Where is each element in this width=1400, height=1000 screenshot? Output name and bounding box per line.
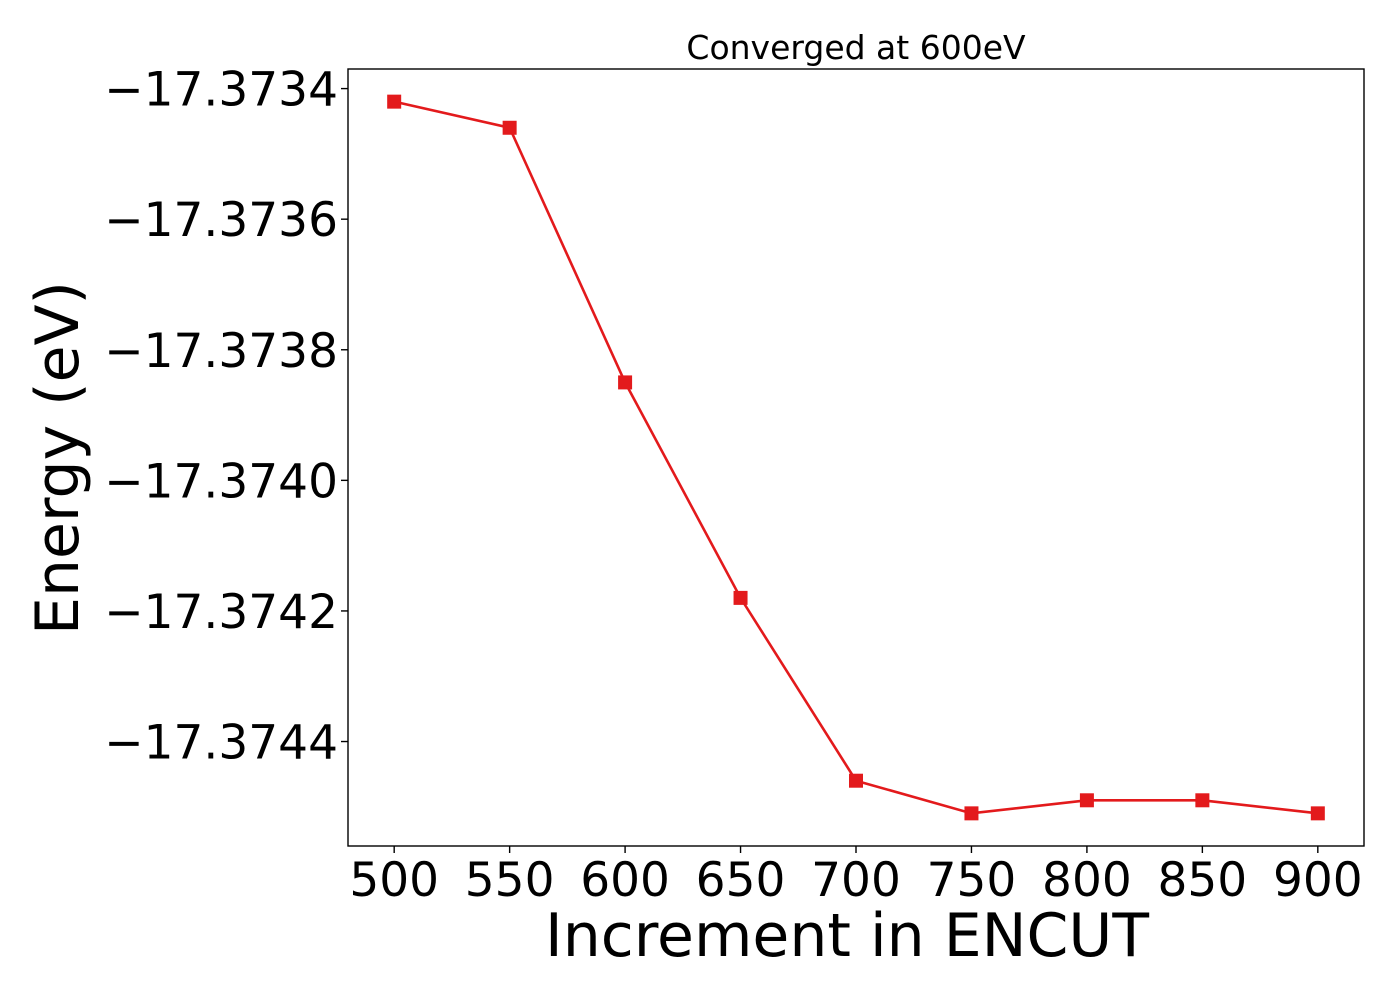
y-tick-label: −17.3734	[104, 63, 338, 118]
x-tick-label: 850	[1158, 853, 1248, 908]
series-line	[393, 100, 1318, 815]
chart-title: Converged at 600eV	[686, 28, 1026, 67]
data-point-marker	[618, 375, 633, 390]
x-tick-label: 700	[811, 853, 901, 908]
data-point-marker	[1079, 793, 1094, 808]
x-axis-label: Increment in ENCUT	[545, 901, 1149, 971]
plot-area-frame	[347, 68, 1365, 847]
y-axis-label: Energy (eV)	[23, 281, 93, 635]
y-tick-label: −17.3744	[104, 716, 338, 771]
x-tick-label: 500	[349, 853, 439, 908]
x-tick-label: 900	[1273, 853, 1363, 908]
y-tick-label: −17.3738	[104, 324, 338, 379]
x-tick-label: 650	[696, 853, 786, 908]
data-point-marker	[502, 120, 517, 135]
data-point-marker	[733, 590, 748, 605]
data-point-marker	[964, 806, 979, 821]
y-axis: −17.3734 −17.3736 −17.3738 −17.3740 −17.3742…	[104, 63, 348, 771]
y-tick-label: −17.3740	[104, 454, 338, 509]
data-point-marker	[849, 773, 863, 788]
data-point-marker	[1310, 806, 1325, 821]
x-tick-label: 600	[580, 853, 670, 908]
x-axis: 500 550 600 650 700 750 800 850 900	[349, 846, 1363, 908]
data-point-marker	[387, 94, 402, 109]
y-tick-label: −17.3742	[104, 585, 338, 640]
data-point-marker	[1195, 793, 1210, 808]
x-tick-label: 550	[465, 853, 555, 908]
y-tick-label: −17.3736	[104, 193, 338, 248]
x-tick-label: 800	[1042, 853, 1132, 908]
series-layer	[387, 94, 1325, 821]
x-tick-label: 750	[927, 853, 1017, 908]
